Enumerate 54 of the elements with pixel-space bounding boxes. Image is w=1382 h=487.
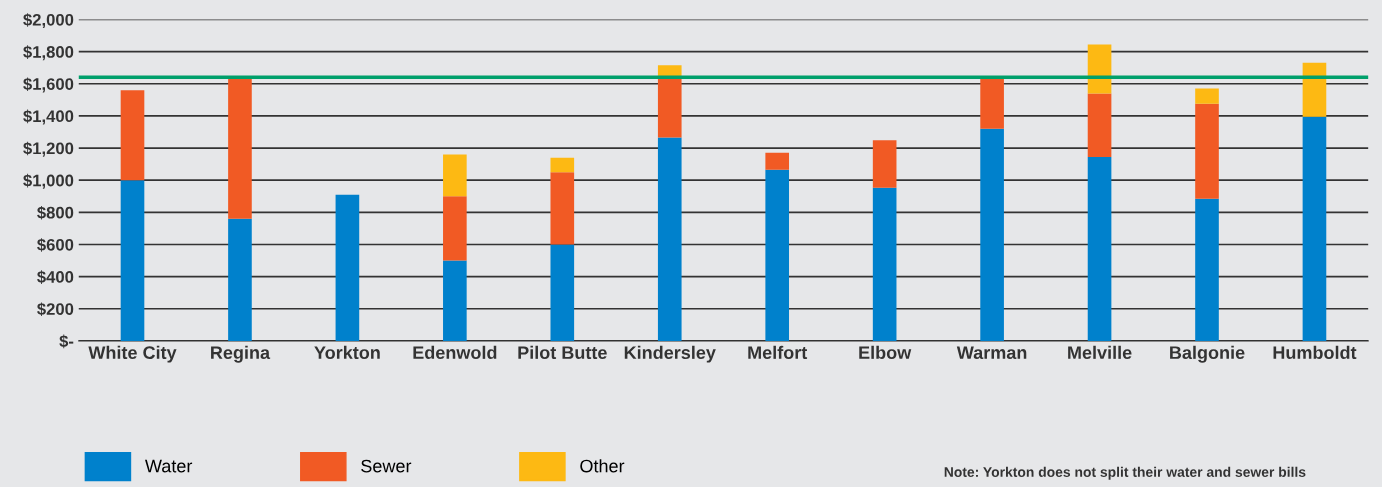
- bar: [872, 140, 897, 188]
- bar: [1302, 116, 1327, 341]
- bar: [228, 218, 252, 341]
- bar: [550, 172, 575, 245]
- legend-label: Sewer: [361, 459, 412, 473]
- bar: [550, 157, 575, 173]
- bar: [657, 137, 682, 341]
- bar: [657, 78, 682, 138]
- legend-label: Other: [580, 459, 625, 473]
- bar: [550, 244, 575, 341]
- x-tick-label: Kindersley: [624, 345, 716, 363]
- bar: [765, 152, 790, 170]
- bar: [443, 196, 467, 261]
- x-tick-label: Edenwold: [413, 345, 497, 360]
- bar: [980, 78, 1004, 129]
- bar: [765, 169, 790, 341]
- y-tick-label: $400: [37, 270, 74, 284]
- bar: [228, 78, 252, 219]
- y-tick-label: $1,800: [23, 45, 74, 61]
- y-tick-label: $600: [37, 238, 74, 252]
- y-tick-label: $-: [59, 334, 74, 349]
- x-tick-label: Yorkton: [314, 345, 380, 360]
- bar: [980, 128, 1004, 341]
- bar: [443, 260, 467, 341]
- bar: [1195, 88, 1219, 104]
- bar: [1195, 103, 1219, 199]
- legend-label: Water: [145, 459, 193, 473]
- x-tick-label: Melville: [1068, 345, 1132, 360]
- text: Note: Yorkton does not split their water and sewer bills: [944, 466, 1306, 480]
- y-tick-label: $1,200: [23, 141, 74, 157]
- x-tick-label: Melfort: [748, 345, 808, 360]
- y-tick-label: $800: [37, 206, 74, 220]
- y-tick-label: $1,000: [23, 173, 74, 189]
- bar: [1087, 93, 1112, 157]
- x-tick-label: Warman: [956, 346, 1027, 360]
- bar: [872, 187, 897, 341]
- bar: [120, 180, 145, 341]
- bar: [335, 194, 360, 341]
- bar: [1087, 44, 1112, 94]
- bar: [443, 154, 467, 197]
- bar: [1302, 62, 1327, 117]
- bar: [1195, 198, 1219, 341]
- y-tick-label: $2,000: [23, 13, 74, 29]
- x-tick-label: Humboldt: [1273, 345, 1357, 360]
- x-tick-label: Elbow: [859, 345, 912, 360]
- x-tick-label: Pilot Butte: [518, 345, 607, 360]
- x-tick-label: Regina: [211, 345, 271, 363]
- bar: [1087, 156, 1112, 341]
- y-tick-label: $1,400: [23, 109, 74, 125]
- y-tick-label: $1,600: [23, 77, 74, 93]
- x-tick-label: White City: [88, 345, 177, 363]
- x-tick-label: Balgonie: [1170, 345, 1245, 363]
- y-tick-label: $200: [37, 302, 74, 317]
- bar: [120, 90, 145, 181]
